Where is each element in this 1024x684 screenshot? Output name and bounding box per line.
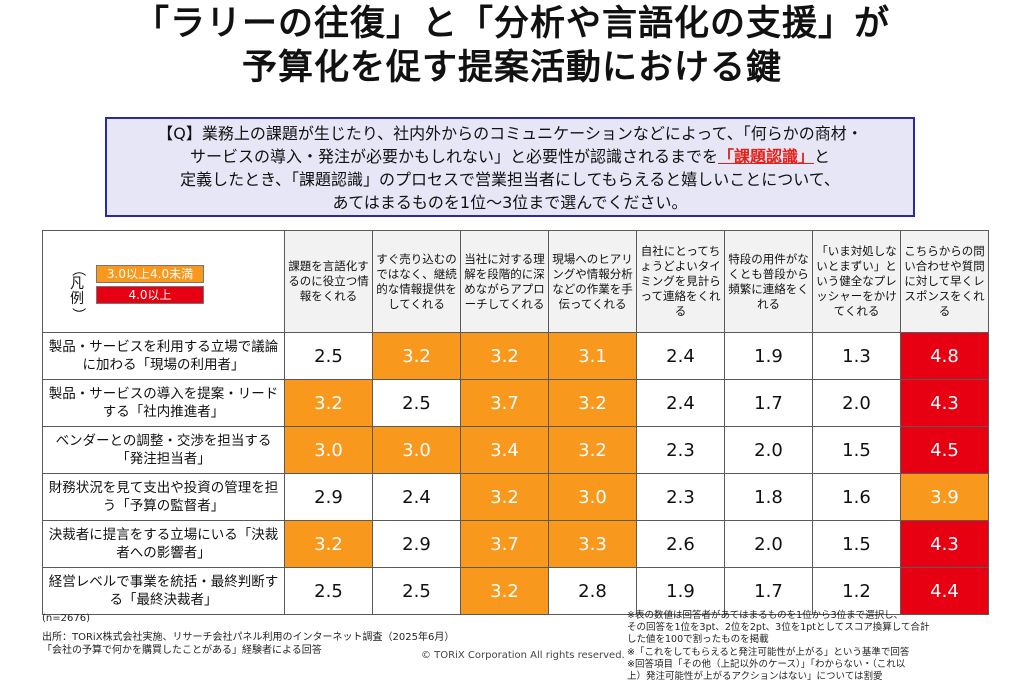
column-header-4: 現場へのヒアリングや情報分析などの作業を手伝ってくれる bbox=[548, 230, 637, 333]
column-header-3: 当社に対する理解を段階的に深めながらアプローチしてくれる bbox=[460, 230, 549, 333]
table-row: 製品・サービスの導入を提案・リードする「社内推進者」 3.2 2.5 3.7 3.2 2.… bbox=[42, 379, 989, 427]
score-cell-r4-c7: 1.6 bbox=[812, 473, 901, 521]
column-header-row: 課題を言語化するのに役立つ情報をくれる すぐ売り込むのではなく、継続的な情報提供を… bbox=[42, 230, 989, 333]
footnotes: ※表の数値は回答者があてはまるものを1位から3位まで選択し、 その回答を1位を3p… bbox=[627, 610, 997, 683]
score-cell-r3-c2: 3.0 bbox=[372, 426, 461, 474]
score-cell-r2-c4: 3.2 bbox=[548, 379, 637, 427]
column-header-6: 特段の用件がなくとも普段から頻繁に連絡をくれる bbox=[724, 230, 813, 333]
score-cell-r4-c2: 2.4 bbox=[372, 473, 461, 521]
source-line-2: 「会社の予算で何かを購買したことがある」経験者による回答 bbox=[42, 645, 322, 656]
score-cell-r3-c7: 1.5 bbox=[812, 426, 901, 474]
footer-left: (n=2676) 出所：TORiX株式会社実施、リサーチ会社パネル利用のインター… bbox=[42, 612, 454, 657]
score-cell-r1-c1: 2.5 bbox=[284, 332, 373, 380]
question-line-2: サービスの導入・発注が必要かもしれない」と必要性が認識されるまでを「課題認識」と bbox=[107, 145, 913, 168]
score-cell-r2-c5: 2.4 bbox=[636, 379, 725, 427]
score-cell-r5-c4: 3.3 bbox=[548, 520, 637, 568]
question-line-2-after: と bbox=[814, 147, 831, 166]
question-highlight: 「課題認識」 bbox=[717, 147, 814, 166]
score-cell-r3-c3: 3.4 bbox=[460, 426, 549, 474]
score-cell-r6-c2: 2.5 bbox=[372, 567, 461, 615]
score-cell-r1-c5: 2.4 bbox=[636, 332, 725, 380]
row-header-6: 経営レベルで事業を統括・最終判断する「最終決裁者」 bbox=[42, 567, 285, 615]
score-cell-r1-c2: 3.2 bbox=[372, 332, 461, 380]
row-header-1: 製品・サービスを利用する立場で議論に加わる「現場の利用者」 bbox=[42, 332, 285, 380]
table-row: 製品・サービスを利用する立場で議論に加わる「現場の利用者」 2.5 3.2 3.2 3.… bbox=[42, 332, 989, 380]
column-header-7: 「いま対処しないとまずい」という健全なプレッシャーをかけてくれる bbox=[812, 230, 901, 333]
question-line-1: 【Q】業務上の課題が生じたり、社内外からのコミュニケーションなどによって、「何ら… bbox=[157, 124, 863, 143]
score-cell-r3-c4: 3.2 bbox=[548, 426, 637, 474]
score-cell-r3-c1: 3.0 bbox=[284, 426, 373, 474]
title-line-1: 「ラリーの往復」と「分析や言語化の支援」が bbox=[133, 4, 890, 44]
column-header-1: 課題を言語化するのに役立つ情報をくれる bbox=[284, 230, 373, 333]
column-header-2: すぐ売り込むのではなく、継続的な情報提供をしてくれる bbox=[372, 230, 461, 333]
score-cell-r6-c1: 2.5 bbox=[284, 567, 373, 615]
score-cell-r2-c6: 1.7 bbox=[724, 379, 813, 427]
score-cell-r1-c6: 1.9 bbox=[724, 332, 813, 380]
question-box: 【Q】業務上の課題が生じたり、社内外からのコミュニケーションなどによって、「何ら… bbox=[105, 117, 915, 217]
score-cell-r6-c6: 1.7 bbox=[724, 567, 813, 615]
score-cell-r6-c4: 2.8 bbox=[548, 567, 637, 615]
row-header-2: 製品・サービスの導入を提案・リードする「社内推進者」 bbox=[42, 379, 285, 427]
question-line-3: 定義したとき、「課題認識」のプロセスで営業担当者にしてもらえると嬉しいことについ… bbox=[180, 170, 840, 189]
score-cell-r5-c5: 2.6 bbox=[636, 520, 725, 568]
score-cell-r6-c8: 4.4 bbox=[900, 567, 989, 615]
score-cell-r2-c8: 4.3 bbox=[900, 379, 989, 427]
score-cell-r4-c8: 3.9 bbox=[900, 473, 989, 521]
row-header-3: ベンダーとの調整・交渉を担当する「発注担当者」 bbox=[42, 426, 285, 474]
score-table: 課題を言語化するのに役立つ情報をくれる すぐ売り込むのではなく、継続的な情報提供を… bbox=[42, 230, 989, 615]
table-row: 経営レベルで事業を統括・最終判断する「最終決裁者」 2.5 2.5 3.2 2.8 1.9… bbox=[42, 567, 989, 615]
score-cell-r1-c7: 1.3 bbox=[812, 332, 901, 380]
score-cell-r2-c3: 3.7 bbox=[460, 379, 549, 427]
score-cell-r4-c1: 2.9 bbox=[284, 473, 373, 521]
footnote-line-4: ※「これをしてもらえると発注可能性が上がる」という基準で回答 bbox=[627, 646, 910, 658]
score-cell-r5-c8: 4.3 bbox=[900, 520, 989, 568]
footnote-line-1: ※表の数値は回答者があてはまるものを1位から3位まで選択し、 bbox=[627, 610, 904, 621]
row-header-5: 決裁者に提言をする立場にいる「決裁者への影響者」 bbox=[42, 520, 285, 568]
score-cell-r5-c3: 3.7 bbox=[460, 520, 549, 568]
score-cell-r4-c6: 1.8 bbox=[724, 473, 813, 521]
copyright: © TORiX Corporation All rights reserved. bbox=[421, 650, 625, 661]
table-corner bbox=[42, 230, 285, 333]
score-cell-r2-c7: 2.0 bbox=[812, 379, 901, 427]
footnote-line-3: した値を100で割ったものを掲載 bbox=[627, 634, 769, 646]
column-header-5: 自社にとってちょうどよいタイミングを見計らって連絡をくれる bbox=[636, 230, 725, 333]
footnote-line-5: ※回答項目「その他（上記以外のケース）」「わからない・（これ以 bbox=[627, 658, 906, 670]
table-row: ベンダーとの調整・交渉を担当する「発注担当者」 3.0 3.0 3.4 3.2 2.3 2.… bbox=[42, 426, 989, 474]
score-cell-r4-c4: 3.0 bbox=[548, 473, 637, 521]
score-cell-r3-c8: 4.5 bbox=[900, 426, 989, 474]
score-cell-r5-c2: 2.9 bbox=[372, 520, 461, 568]
source-line-1: 出所：TORiX株式会社実施、リサーチ会社パネル利用のインターネット調査（202… bbox=[42, 632, 455, 643]
score-cell-r1-c3: 3.2 bbox=[460, 332, 549, 380]
question-line-2-before: サービスの導入・発注が必要かもしれない」と必要性が認識されるまでを bbox=[189, 147, 718, 166]
score-cell-r5-c7: 1.5 bbox=[812, 520, 901, 568]
question-line-4: あてはまるものを1位〜3位まで選んでください。 bbox=[332, 193, 688, 212]
footnote-line-2: その回答を1位を3pt、2位を2pt、3位を1ptとしてスコア換算して合計 bbox=[627, 622, 930, 634]
score-cell-r5-c6: 2.0 bbox=[724, 520, 813, 568]
score-cell-r1-c4: 3.1 bbox=[548, 332, 637, 380]
score-cell-r3-c6: 2.0 bbox=[724, 426, 813, 474]
score-cell-r5-c1: 3.2 bbox=[284, 520, 373, 568]
score-cell-r6-c7: 1.2 bbox=[812, 567, 901, 615]
score-cell-r1-c8: 4.8 bbox=[900, 332, 989, 380]
score-cell-r3-c5: 2.3 bbox=[636, 426, 725, 474]
score-cell-r2-c1: 3.2 bbox=[284, 379, 373, 427]
title-line-2: 予算化を促す提案活動における鍵 bbox=[241, 48, 782, 88]
score-cell-r2-c2: 2.5 bbox=[372, 379, 461, 427]
page-title: 「ラリーの往復」と「分析や言語化の支援」が 予算化を促す提案活動における鍵 bbox=[0, 2, 1024, 90]
table-row: 決裁者に提言をする立場にいる「決裁者への影響者」 3.2 2.9 3.7 3.3 2.6 2… bbox=[42, 520, 989, 568]
footnote-line-6: 上）発注可能性が上がるアクションはない」については割愛 bbox=[627, 671, 883, 683]
score-cell-r4-c5: 2.3 bbox=[636, 473, 725, 521]
score-cell-r6-c3: 3.2 bbox=[460, 567, 549, 615]
score-cell-r4-c3: 3.2 bbox=[460, 473, 549, 521]
sample-size: (n=2676) bbox=[42, 613, 90, 624]
score-cell-r6-c5: 1.9 bbox=[636, 567, 725, 615]
table-row: 財務状況を見て支出や投資の管理を担う「予算の監督者」 2.9 2.4 3.2 3.0 2.… bbox=[42, 473, 989, 521]
row-header-4: 財務状況を見て支出や投資の管理を担う「予算の監督者」 bbox=[42, 473, 285, 521]
column-header-8: こちらからの問い合わせや質問に対して早くレスポンスをくれる bbox=[900, 230, 989, 333]
